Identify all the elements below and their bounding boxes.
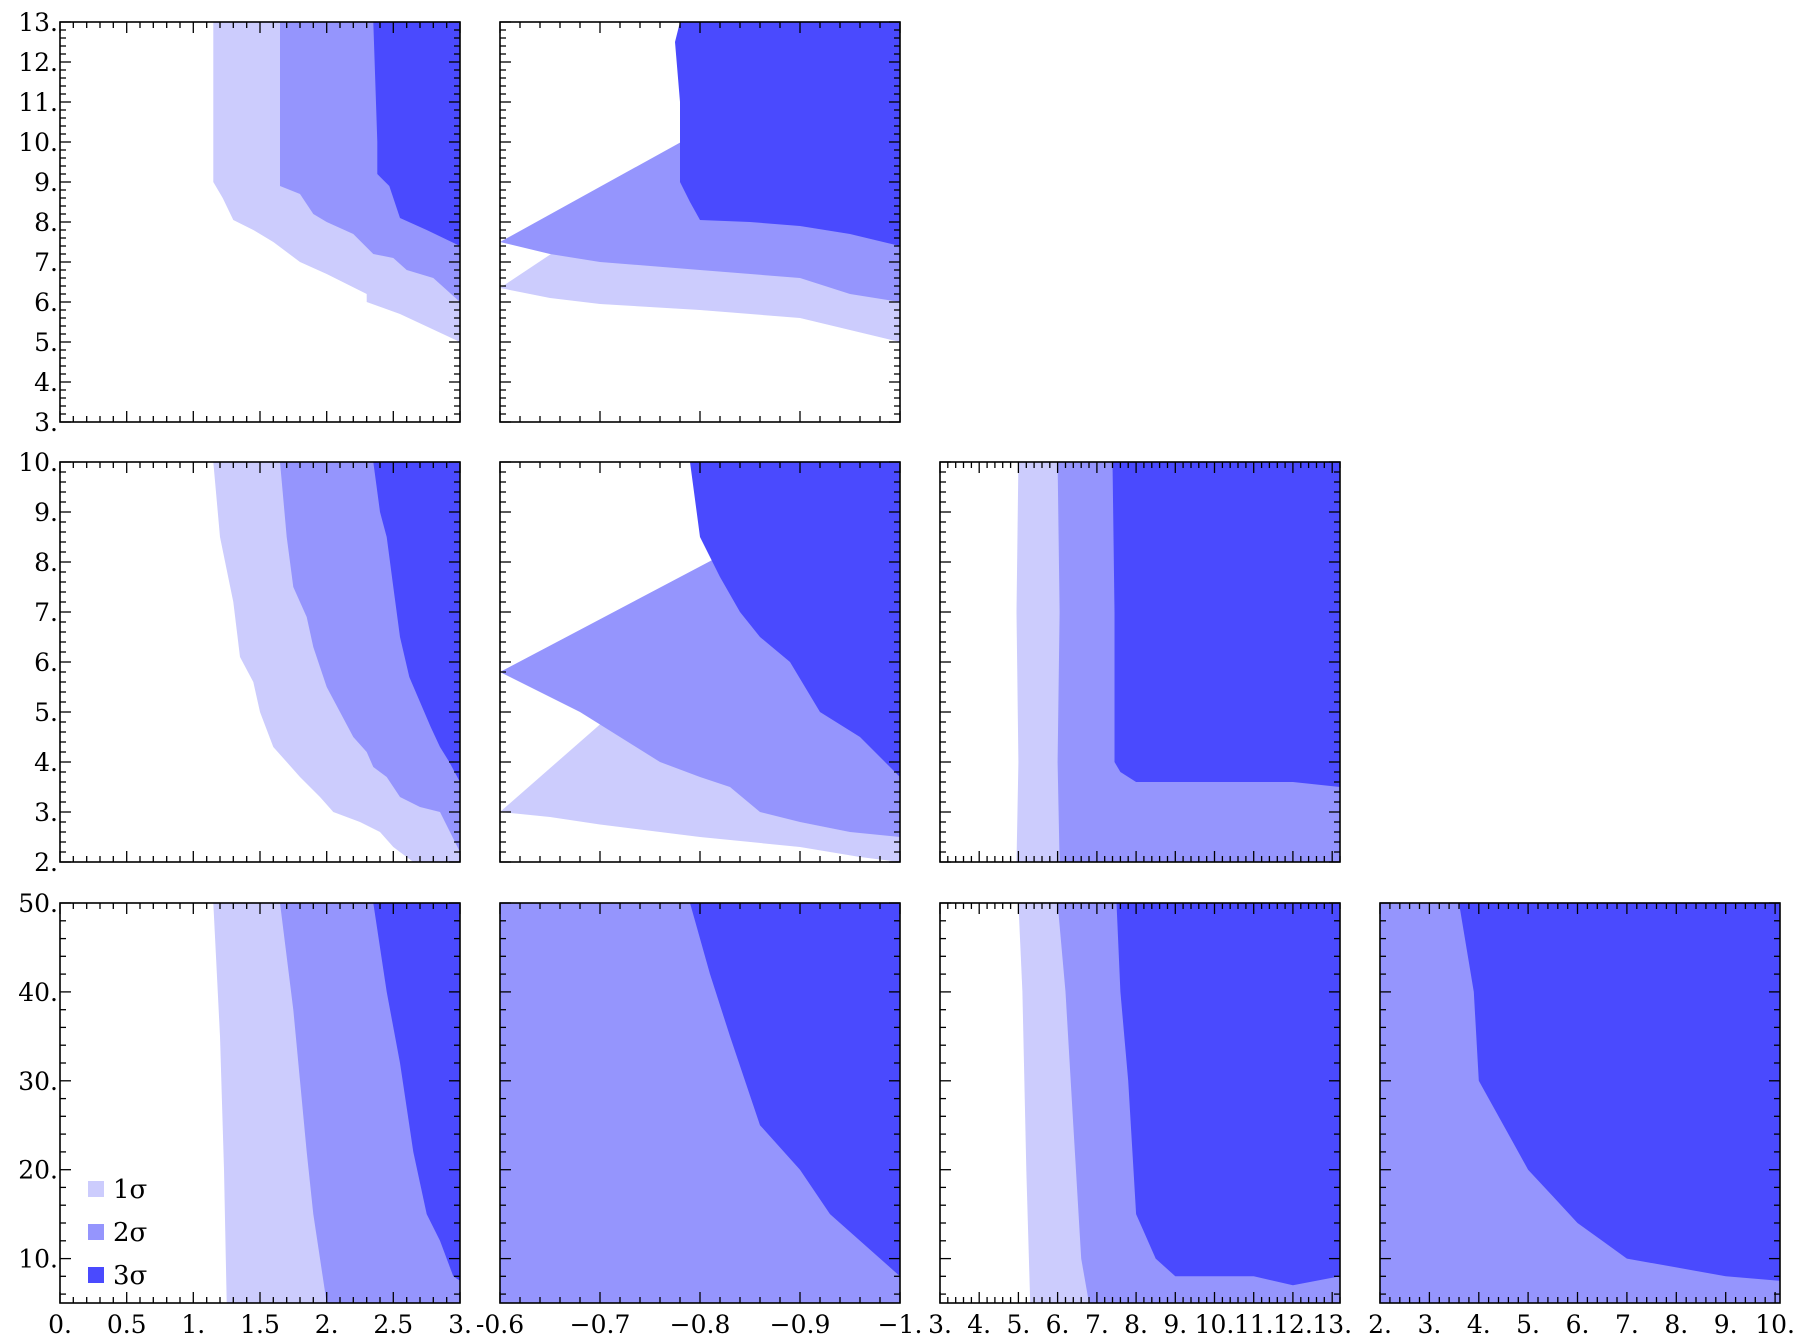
y-tick-label: 10.	[18, 1245, 58, 1274]
y-tick-label: 10.	[18, 448, 58, 477]
x-tick-label: −0.9	[770, 1310, 831, 1339]
confidence-regions	[1016, 462, 1340, 862]
x-tick-label: 2.	[315, 1310, 339, 1339]
y-tick-label: 7.	[34, 598, 58, 627]
confidence-regions	[1018, 903, 1340, 1303]
y-tick-label: 8.	[34, 548, 58, 577]
x-tick-label: 4.	[967, 1310, 991, 1339]
y-tick-label: 50.	[18, 889, 58, 918]
x-tick-label: 1.5	[240, 1310, 280, 1339]
region-3sigma	[690, 462, 900, 777]
confidence-regions	[1380, 903, 1780, 1303]
x-tick-label: 2.5	[373, 1310, 413, 1339]
legend-label-3sigma: 3σ	[113, 1261, 147, 1291]
x-tick-label: 6.	[1046, 1310, 1070, 1339]
y-tick-label: 13.	[18, 8, 58, 37]
y-tick-label: 4.	[34, 748, 58, 777]
y-tick-label: 40.	[18, 978, 58, 1007]
y-tick-label: 11.	[18, 88, 58, 117]
y-tick-label: 3.	[34, 408, 58, 437]
panel-r2-c3	[1379, 902, 1781, 1304]
x-tick-label: 12.	[1273, 1310, 1313, 1339]
x-tick-label: 3.	[448, 1310, 472, 1339]
confidence-regions	[500, 903, 900, 1303]
x-tick-label: 8.	[1124, 1310, 1148, 1339]
confidence-regions	[500, 462, 900, 862]
x-tick-label: −1.	[878, 1310, 923, 1339]
y-tick-label: 20.	[18, 1156, 58, 1185]
x-tick-label: 10.	[1755, 1310, 1795, 1339]
panel-r1-c1	[499, 461, 901, 863]
confidence-regions	[500, 22, 900, 342]
x-tick-label: 4.	[1467, 1310, 1491, 1339]
panel-r0-c1	[499, 21, 901, 423]
panel-frame	[1379, 902, 1781, 1304]
x-tick-label: -0.6	[476, 1310, 524, 1339]
y-tick-label: 5.	[34, 328, 58, 357]
confidence-regions	[213, 462, 460, 862]
legend-swatch-3sigma	[88, 1267, 104, 1283]
x-tick-label: 9.	[1714, 1310, 1738, 1339]
legend-swatch-2sigma	[88, 1224, 104, 1240]
legend-label-1sigma: 1σ	[113, 1175, 147, 1205]
x-tick-label: 8.	[1664, 1310, 1688, 1339]
legend-swatch-1sigma	[88, 1181, 104, 1197]
region-3sigma	[690, 903, 900, 1277]
region-3sigma	[373, 22, 460, 246]
region-3sigma	[1116, 903, 1340, 1286]
y-tick-label: 8.	[34, 208, 58, 237]
panels-layer: 3.4.5.6.7.8.9.10.11.12.13.2.3.4.5.6.7.8.…	[18, 8, 1795, 1339]
y-tick-label: 4.	[34, 368, 58, 397]
y-tick-label: 30.	[18, 1067, 58, 1096]
legend: 1σ 2σ 3σ	[88, 1175, 147, 1291]
x-tick-label: 10.	[1195, 1310, 1235, 1339]
panel-r2-c2	[939, 902, 1341, 1304]
x-tick-label: 11.	[1234, 1310, 1274, 1339]
x-tick-label: 1.	[181, 1310, 205, 1339]
y-tick-label: 5.	[34, 698, 58, 727]
x-tick-label: 5.	[1516, 1310, 1540, 1339]
x-tick-label: −0.7	[570, 1310, 631, 1339]
x-tick-label: 5.	[1006, 1310, 1030, 1339]
y-tick-label: 10.	[18, 128, 58, 157]
y-tick-label: 3.	[34, 798, 58, 827]
region-3sigma	[1112, 462, 1340, 787]
region-3sigma	[373, 462, 460, 782]
x-tick-label: 7.	[1615, 1310, 1639, 1339]
y-tick-label: 2.	[34, 848, 58, 877]
x-tick-label: 9.	[1163, 1310, 1187, 1339]
x-tick-label: 0.	[48, 1310, 72, 1339]
y-tick-label: 9.	[34, 168, 58, 197]
x-tick-label: 7.	[1085, 1310, 1109, 1339]
y-tick-label: 12.	[18, 48, 58, 77]
panel-r1-c0	[59, 461, 461, 863]
y-tick-label: 9.	[34, 498, 58, 527]
confidence-regions	[213, 903, 460, 1303]
panel-frame	[939, 902, 1341, 1304]
panel-r0-c0	[59, 21, 461, 423]
x-tick-label: −0.8	[670, 1310, 731, 1339]
panel-r1-c2	[939, 461, 1341, 863]
x-tick-label: 0.5	[107, 1310, 147, 1339]
region-3sigma	[373, 903, 460, 1281]
confidence-regions	[213, 22, 460, 342]
y-tick-label: 7.	[34, 248, 58, 277]
x-tick-label: 6.	[1566, 1310, 1590, 1339]
y-tick-label: 6.	[34, 648, 58, 677]
x-tick-label: 2.	[1368, 1310, 1392, 1339]
x-tick-label: 3.	[928, 1310, 952, 1339]
x-tick-label: 3.	[1417, 1310, 1441, 1339]
region-3sigma	[1459, 903, 1780, 1281]
region-3sigma	[675, 22, 900, 246]
panel-r2-c0	[59, 902, 461, 1304]
panel-r2-c1	[499, 902, 901, 1304]
x-tick-label: 13.	[1312, 1310, 1352, 1339]
legend-label-2sigma: 2σ	[113, 1218, 147, 1248]
y-tick-label: 6.	[34, 288, 58, 317]
